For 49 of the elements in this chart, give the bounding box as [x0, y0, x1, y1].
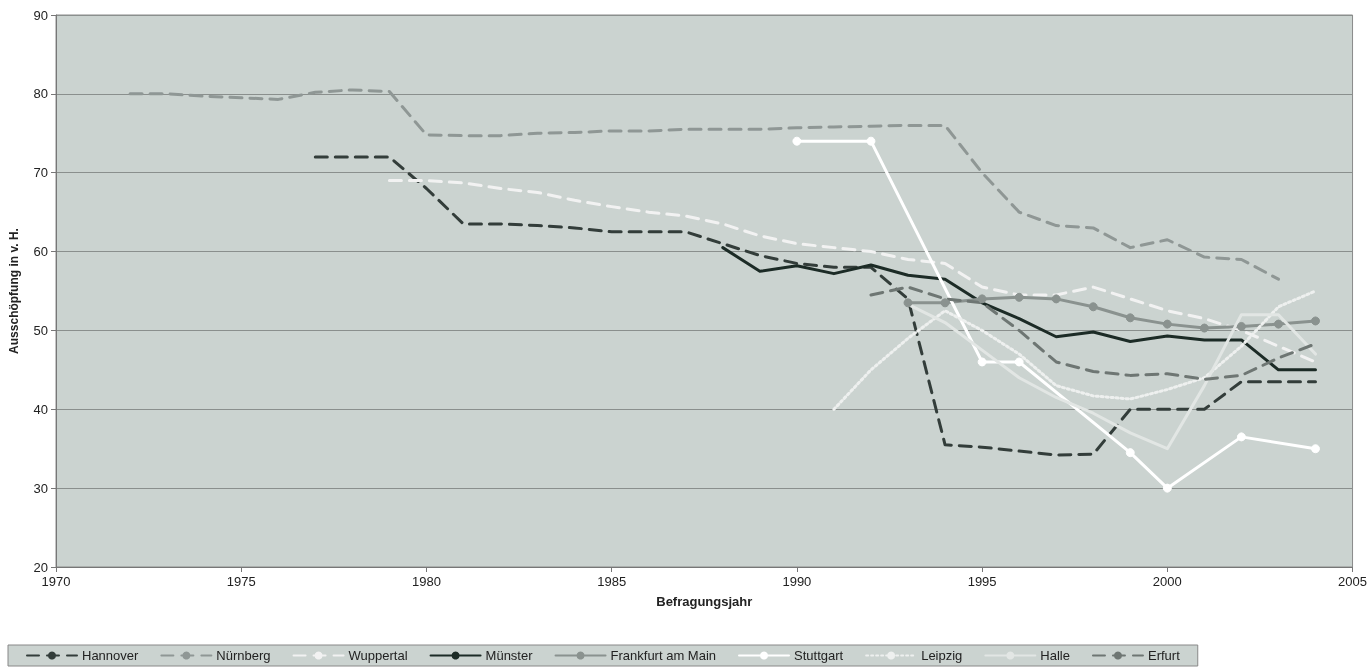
x-tick-label: 1980	[411, 574, 441, 589]
x-tick-label: 1995	[967, 574, 997, 589]
point	[1273, 319, 1283, 329]
legend-label: Erfurt	[1147, 648, 1181, 663]
x-tick-label: 1970	[41, 574, 71, 589]
legend-label: Leipzig	[921, 648, 963, 663]
point	[940, 298, 950, 308]
point	[903, 298, 913, 308]
point	[1125, 313, 1135, 323]
y-tick-label: 20	[33, 559, 48, 575]
y-tick-label: 40	[33, 401, 48, 417]
y-tick-label: 70	[33, 165, 48, 181]
point	[1088, 302, 1098, 312]
point	[866, 136, 876, 146]
y-tick-label: 60	[33, 244, 48, 260]
x-tick-label: 1985	[597, 574, 627, 589]
x-axis-title: Befragungsjahr	[656, 594, 753, 609]
x-tick-label: 2005	[1338, 574, 1367, 589]
point	[1014, 292, 1024, 302]
legend-label: Halle	[1040, 648, 1070, 663]
y-axis-title: Ausschöpfung in v. H.	[7, 228, 21, 354]
y-tick-label: 80	[33, 86, 48, 102]
y-tick-label: 30	[33, 480, 48, 496]
point	[1236, 321, 1246, 331]
legend-label: Frankfurt am Main	[610, 648, 717, 663]
point	[977, 357, 987, 367]
y-tick-label: 90	[33, 7, 48, 23]
point	[1162, 483, 1172, 493]
point	[1162, 319, 1172, 329]
point	[792, 136, 802, 146]
legend-label: Nürnberg	[216, 648, 271, 663]
legend-label: Münster	[485, 648, 534, 663]
y-tick-label: 50	[33, 322, 48, 338]
point	[1199, 323, 1209, 333]
legend-label: Hannover	[82, 648, 140, 663]
point	[1236, 432, 1246, 442]
legend-label: Stuttgart	[794, 648, 844, 663]
point	[1051, 294, 1061, 304]
legend-label: Wuppertal	[348, 648, 408, 663]
line-series	[721, 246, 1317, 372]
point	[1125, 448, 1135, 458]
point	[1311, 444, 1320, 454]
point	[1311, 316, 1320, 326]
point	[1014, 357, 1024, 367]
point	[977, 294, 987, 304]
x-tick-label: 1990	[782, 574, 812, 589]
line-series	[313, 155, 1317, 457]
x-tick-label: 1975	[226, 574, 256, 589]
x-tick-label: 2000	[1152, 574, 1182, 589]
